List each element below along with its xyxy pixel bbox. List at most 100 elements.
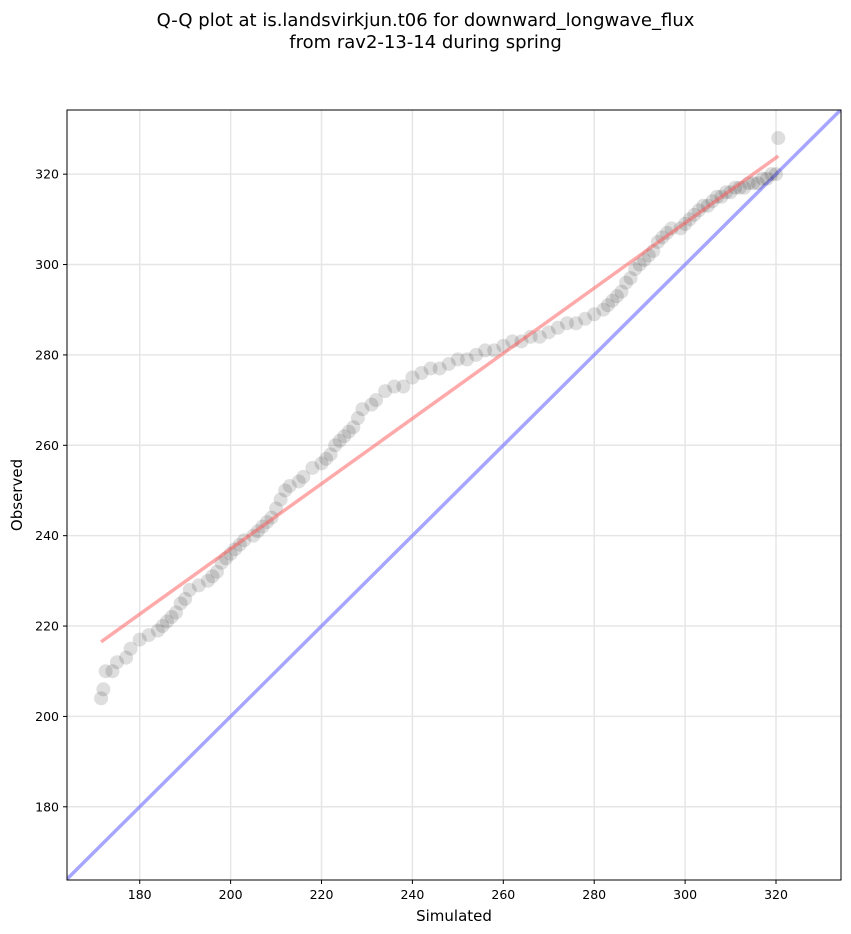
y-tick-label: 260	[35, 438, 59, 453]
data-point	[619, 275, 634, 290]
data-point	[150, 623, 165, 638]
data-point	[769, 167, 784, 182]
chart-title-line1: Q-Q plot at is.landsvirkjun.t06 for down…	[156, 10, 695, 31]
data-point	[94, 691, 109, 706]
data-point	[319, 451, 334, 466]
data-point	[164, 610, 179, 625]
fit-line	[100, 154, 780, 644]
data-point	[119, 650, 134, 665]
data-point	[273, 492, 288, 507]
data-point	[191, 578, 206, 593]
data-point	[200, 573, 215, 588]
data-point	[469, 347, 484, 362]
data-point	[182, 582, 197, 597]
x-tick-label: 220	[310, 887, 334, 902]
data-point	[387, 379, 402, 394]
data-point	[355, 402, 370, 417]
data-point	[105, 664, 120, 679]
data-point	[123, 641, 138, 656]
data-point	[596, 302, 611, 317]
data-point	[282, 478, 297, 493]
data-point	[141, 628, 156, 643]
reference-lines	[67, 110, 841, 880]
x-tick-label: 260	[491, 887, 515, 902]
data-point	[605, 293, 620, 308]
data-point	[305, 460, 320, 475]
data-point	[405, 370, 420, 385]
data-point	[209, 564, 224, 579]
x-tick-label: 180	[128, 887, 152, 902]
data-point	[205, 569, 220, 584]
x-tick-label: 280	[582, 887, 606, 902]
data-point	[587, 307, 602, 322]
data-point	[378, 384, 393, 399]
data-point	[369, 393, 384, 408]
data-point	[532, 329, 547, 344]
y-axis-label: Observed	[8, 459, 26, 531]
data-point	[628, 262, 643, 277]
data-point	[350, 411, 365, 426]
x-tick-label: 320	[764, 887, 788, 902]
data-point	[459, 352, 474, 367]
data-point	[341, 424, 356, 439]
data-point	[771, 131, 786, 146]
data-point	[423, 361, 438, 376]
data-point	[746, 176, 761, 191]
y-tick-label: 300	[35, 257, 59, 272]
data-point	[332, 433, 347, 448]
data-point	[396, 379, 411, 394]
data-point	[441, 356, 456, 371]
x-tick-label: 200	[219, 887, 243, 902]
data-point	[337, 429, 352, 444]
data-point	[755, 171, 770, 186]
data-point	[178, 591, 193, 606]
data-points	[94, 131, 786, 706]
data-point	[750, 176, 765, 191]
data-point	[228, 542, 243, 557]
data-point	[569, 316, 584, 331]
chart-title-line2: from rav2-13-14 during spring	[289, 32, 562, 53]
data-point	[614, 284, 629, 299]
y-tick-label: 220	[35, 619, 59, 634]
data-point	[432, 361, 447, 376]
data-point	[541, 325, 556, 340]
data-point	[578, 311, 593, 326]
data-point	[132, 632, 147, 647]
data-point	[478, 343, 493, 358]
data-point	[600, 298, 615, 313]
grid	[67, 110, 841, 880]
y-tick-label: 280	[35, 347, 59, 362]
y-tick-label: 320	[35, 167, 59, 182]
data-point	[278, 483, 293, 498]
data-point	[159, 614, 174, 629]
data-point	[759, 171, 774, 186]
data-point	[291, 474, 306, 489]
data-point	[623, 271, 638, 286]
data-point	[155, 619, 170, 634]
data-point	[109, 655, 124, 670]
x-axis-label: Simulated	[416, 907, 492, 925]
x-tick-label: 240	[400, 887, 424, 902]
identity-line	[67, 110, 841, 880]
data-point	[98, 664, 113, 679]
data-point	[296, 469, 311, 484]
data-point	[323, 447, 338, 462]
data-point	[414, 365, 429, 380]
axis-ticks: 180 200 220 240 260 280 300 320 180 200 220 240 260 2…	[35, 167, 788, 902]
data-point	[632, 257, 647, 272]
data-point	[314, 456, 329, 471]
data-point	[609, 289, 624, 304]
y-tick-label: 180	[35, 799, 59, 814]
data-point	[550, 320, 565, 335]
x-tick-label: 300	[673, 887, 697, 902]
data-point	[346, 420, 361, 435]
data-point	[450, 352, 465, 367]
data-point	[364, 397, 379, 412]
data-point	[559, 316, 574, 331]
plot-frame	[66, 109, 842, 881]
data-point	[173, 596, 188, 611]
data-point	[764, 167, 779, 182]
data-point	[169, 605, 184, 620]
